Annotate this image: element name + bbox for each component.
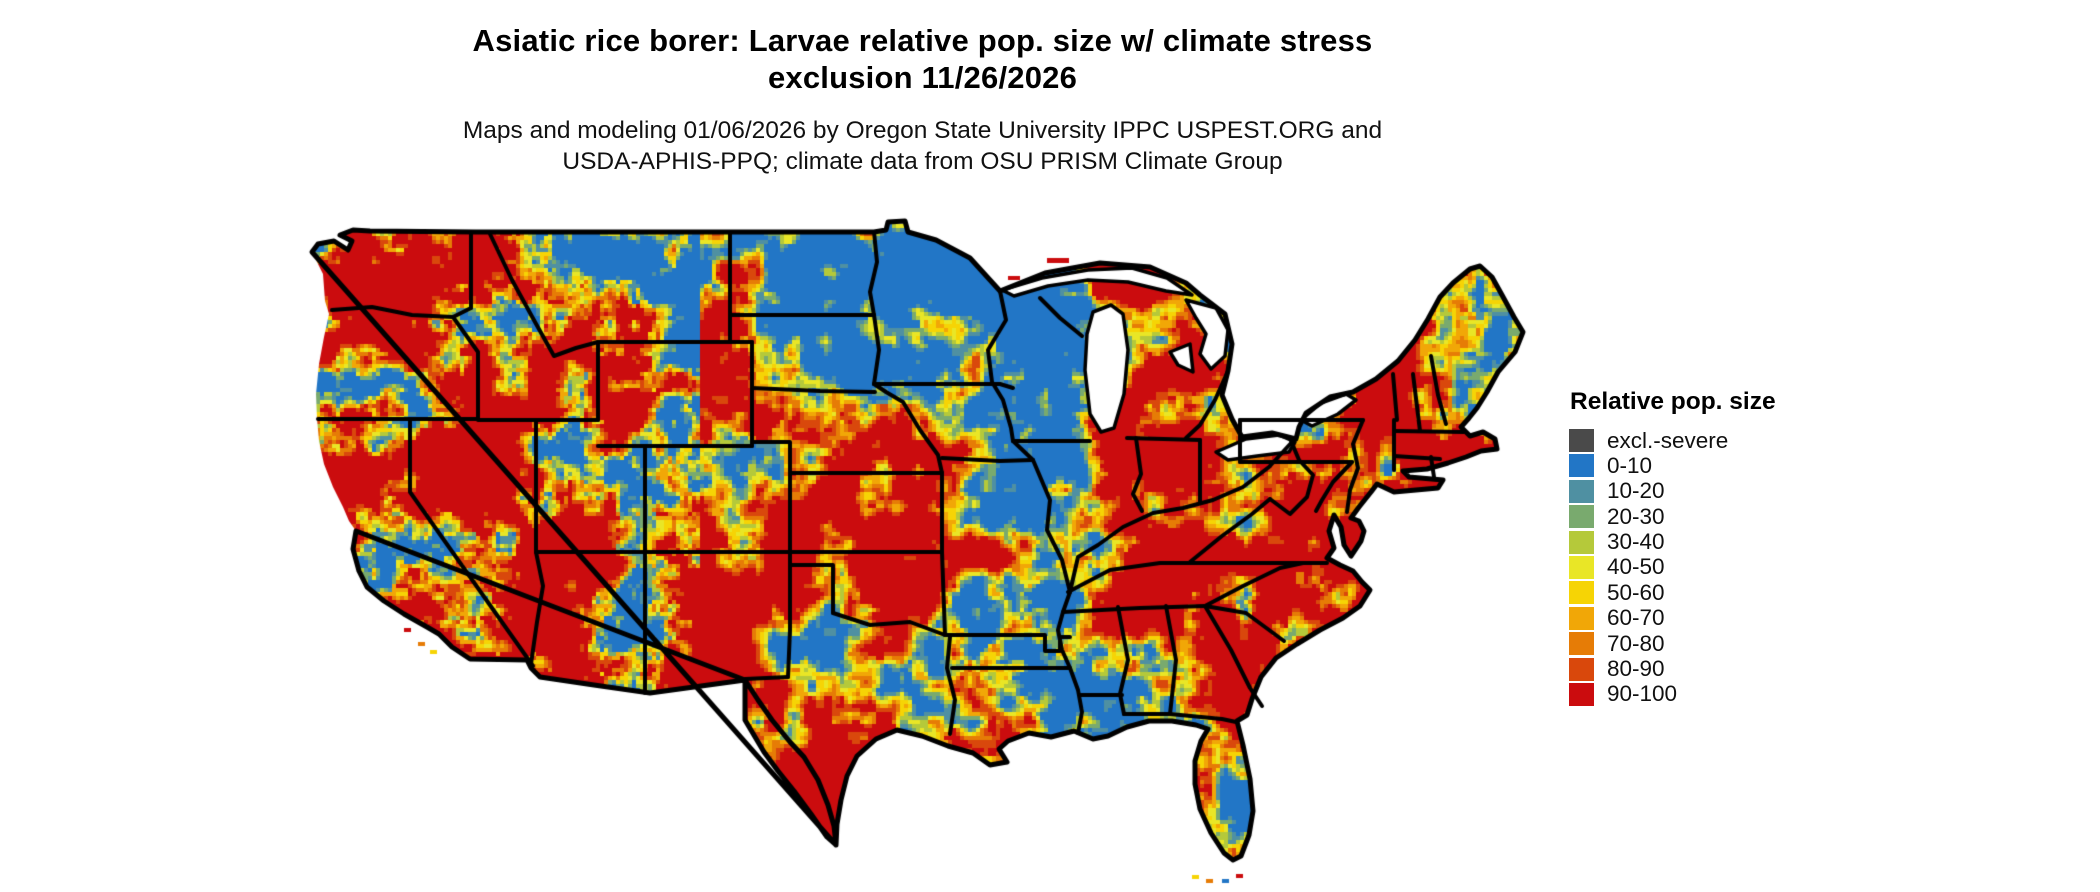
legend-swatch [1569, 581, 1594, 605]
subtitle-line2: USDA-APHIS-PPQ; climate data from OSU PR… [562, 148, 1283, 175]
legend-row: 40-50 [1569, 554, 1776, 580]
legend-swatch [1569, 479, 1594, 503]
legend-items: excl.-severe 0-10 10-20 20-30 30-40 40-5… [1569, 427, 1776, 707]
page-title-line2: exclusion 11/26/2026 [767, 60, 1078, 95]
legend-row: excl.-severe [1569, 427, 1776, 453]
legend-label: 50-60 [1607, 579, 1665, 605]
subtitle-line1: Maps and modeling 01/06/2026 by Oregon S… [462, 117, 1383, 144]
legend-swatch [1569, 555, 1594, 579]
legend-row: 70-80 [1569, 630, 1776, 656]
legend-label: 0-10 [1607, 452, 1653, 478]
legend-row: 10-20 [1569, 478, 1776, 504]
legend-swatch [1569, 454, 1594, 478]
legend-title: Relative pop. size [1570, 388, 1776, 415]
legend-label: 10-20 [1607, 478, 1665, 504]
legend-swatch [1569, 429, 1594, 452]
legend: Relative pop. size excl.-severe 0-10 10-… [1569, 388, 1776, 708]
legend-swatch [1569, 657, 1594, 681]
legend-row: 20-30 [1569, 503, 1776, 529]
legend-row: 50-60 [1569, 579, 1776, 605]
legend-swatch [1569, 632, 1594, 656]
page-title-line1: Asiatic rice borer: Larvae relative pop.… [472, 23, 1373, 58]
legend-swatch [1569, 682, 1594, 706]
legend-label: 90-100 [1607, 681, 1678, 707]
legend-label: 80-90 [1607, 656, 1665, 682]
legend-row: 0-10 [1569, 452, 1776, 478]
legend-swatch [1569, 530, 1594, 554]
legend-label: 60-70 [1607, 605, 1665, 631]
legend-row: 30-40 [1569, 529, 1776, 555]
legend-swatch [1569, 606, 1594, 630]
legend-swatch [1569, 505, 1594, 529]
subtitle-block: Maps and modeling 01/06/2026 by Oregon S… [0, 115, 1845, 177]
legend-row: 60-70 [1569, 605, 1776, 631]
legend-label: 30-40 [1607, 529, 1665, 555]
legend-label: 20-30 [1607, 503, 1665, 529]
title-block: Asiatic rice borer: Larvae relative pop.… [0, 22, 1845, 177]
legend-row: 90-100 [1569, 681, 1776, 707]
legend-row: 80-90 [1569, 656, 1776, 682]
legend-label: excl.-severe [1607, 427, 1729, 453]
legend-label: 70-80 [1607, 630, 1665, 656]
legend-label: 40-50 [1607, 554, 1665, 580]
